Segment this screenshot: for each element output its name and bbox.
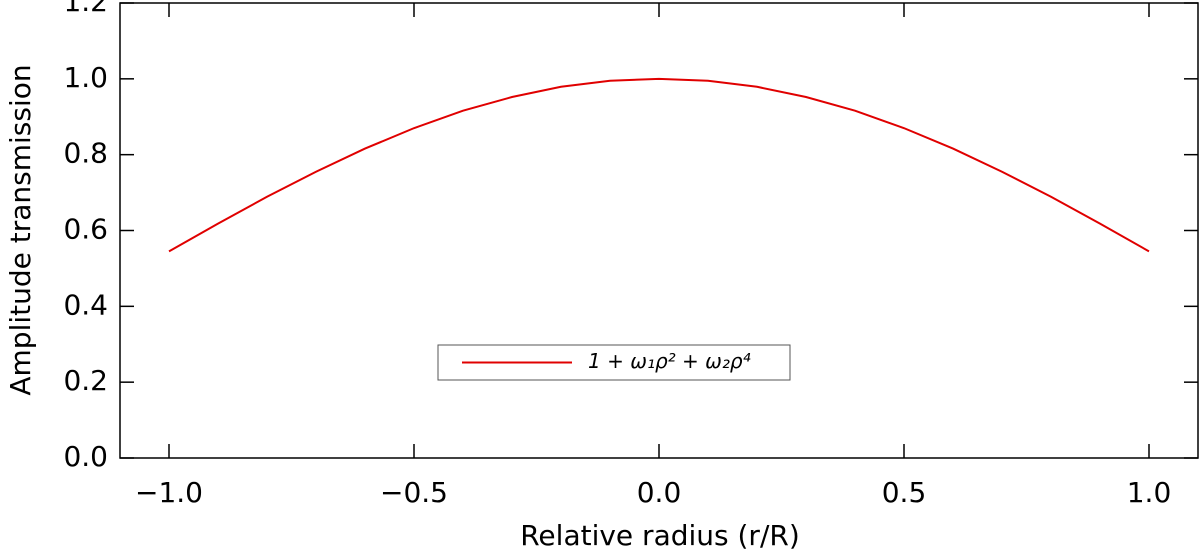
- y-tick-label: 0.6: [63, 213, 108, 246]
- y-tick-label: 1.0: [63, 61, 108, 94]
- x-tick-label: −0.5: [380, 476, 448, 509]
- x-axis-label: Relative radius (r/R): [520, 519, 800, 552]
- y-tick-label: 0.8: [63, 137, 108, 170]
- data-line: [168, 77, 1150, 253]
- x-tick-label: 0.5: [882, 476, 927, 509]
- y-tick-label: 0.2: [63, 364, 108, 397]
- y-tick-label: 1.2: [63, 0, 108, 18]
- x-tick-label: 0.0: [637, 476, 682, 509]
- plot-frame: [119, 2, 1199, 459]
- y-tick-label: 0.4: [63, 288, 108, 321]
- legend-label: 1 + ω₁ρ² + ω₂ρ⁴: [588, 349, 751, 373]
- x-tick-label: 1.0: [1127, 476, 1172, 509]
- y-tick-label: 0.0: [63, 440, 108, 473]
- x-tick-label: −1.0: [135, 476, 203, 509]
- y-axis-label: Amplitude transmission: [4, 64, 37, 395]
